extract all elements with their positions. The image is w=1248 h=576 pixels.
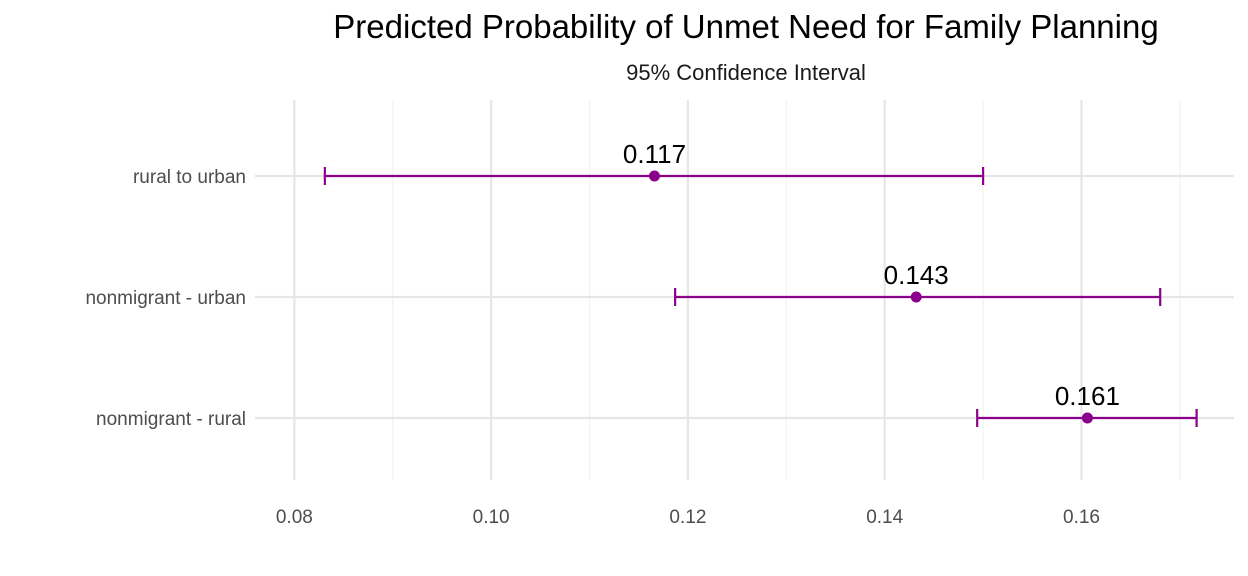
y-tick-label: rural to urban: [133, 167, 246, 188]
x-tick-label: 0.12: [669, 507, 706, 528]
x-tick-label: 0.16: [1063, 507, 1100, 528]
data-label: 0.143: [884, 260, 949, 290]
y-tick-label: nonmigrant - rural: [96, 409, 246, 430]
point-estimate: [1081, 412, 1093, 424]
x-tick-label: 0.08: [276, 507, 313, 528]
point-estimate: [648, 170, 660, 182]
y-tick-label: nonmigrant - urban: [85, 288, 246, 309]
x-tick-label: 0.14: [866, 507, 903, 528]
x-tick-label: 0.10: [473, 507, 510, 528]
chart-title: Predicted Probability of Unmet Need for …: [333, 8, 1159, 45]
chart-subtitle: 95% Confidence Interval: [626, 60, 866, 85]
data-label: 0.117: [623, 139, 686, 169]
point-estimate: [910, 291, 922, 303]
data-label: 0.161: [1055, 381, 1120, 411]
